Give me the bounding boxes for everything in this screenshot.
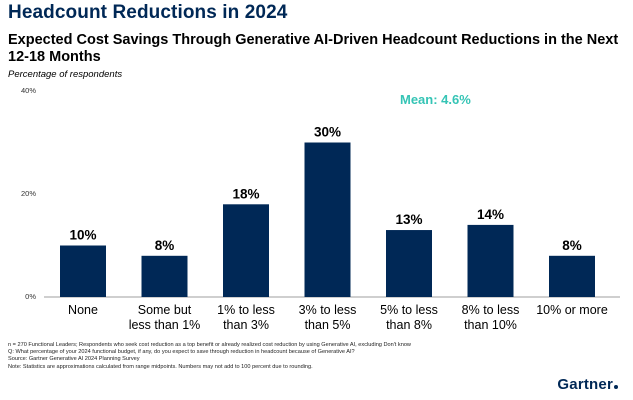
category-label: less than 1% (129, 318, 201, 332)
data-label: 10% (69, 228, 96, 243)
footnotes: n = 270 Functional Leaders; Respondents … (8, 342, 528, 371)
logo-dot (614, 385, 618, 389)
footnote-question: Q: What percentage of your 2024 function… (8, 349, 355, 356)
bar (549, 255, 595, 297)
bar (304, 142, 351, 297)
logo-text: Gartner (557, 376, 613, 393)
mean-annotation: Mean: 4.6% (400, 92, 471, 107)
category-label: 5% to less (380, 303, 438, 317)
y-tick-label: 20% (21, 189, 36, 198)
data-label: 14% (477, 207, 504, 222)
unit-note: Percentage of respondents (8, 69, 123, 80)
bar (223, 204, 269, 297)
category-label: than 5% (305, 318, 351, 332)
gartner-logo: Gartner (557, 376, 618, 393)
data-label: 18% (232, 186, 259, 201)
category-label: than 10% (464, 318, 517, 332)
category-label: 1% to less (217, 303, 275, 317)
data-label: 13% (395, 212, 422, 227)
category-label: Some but (138, 303, 192, 317)
y-tick-label: 40% (21, 86, 36, 95)
footnote-source: Source: Gartner Generative AI 2024 Plann… (8, 356, 140, 363)
data-label: 8% (562, 238, 582, 253)
category-label: than 8% (386, 318, 432, 332)
data-label: 8% (155, 238, 175, 253)
chart-subtitle: Expected Cost Savings Through Generative… (8, 32, 619, 65)
y-tick-label: 0% (25, 292, 36, 301)
bar (386, 230, 432, 297)
category-label: 3% to less (299, 303, 357, 317)
page-title: Headcount Reductions in 2024 (8, 2, 288, 23)
bar (467, 224, 514, 297)
category-label: 10% or more (536, 303, 608, 317)
footnote-sample: n = 270 Functional Leaders; Respondents … (8, 342, 411, 348)
footnote-note: Note: Statistics are approximations calc… (8, 363, 313, 370)
category-label: than 3% (223, 318, 269, 332)
bar (60, 245, 106, 297)
data-label: 30% (314, 125, 341, 140)
category-label: 8% to less (462, 303, 520, 317)
bar (141, 255, 188, 297)
category-label: None (68, 303, 98, 317)
